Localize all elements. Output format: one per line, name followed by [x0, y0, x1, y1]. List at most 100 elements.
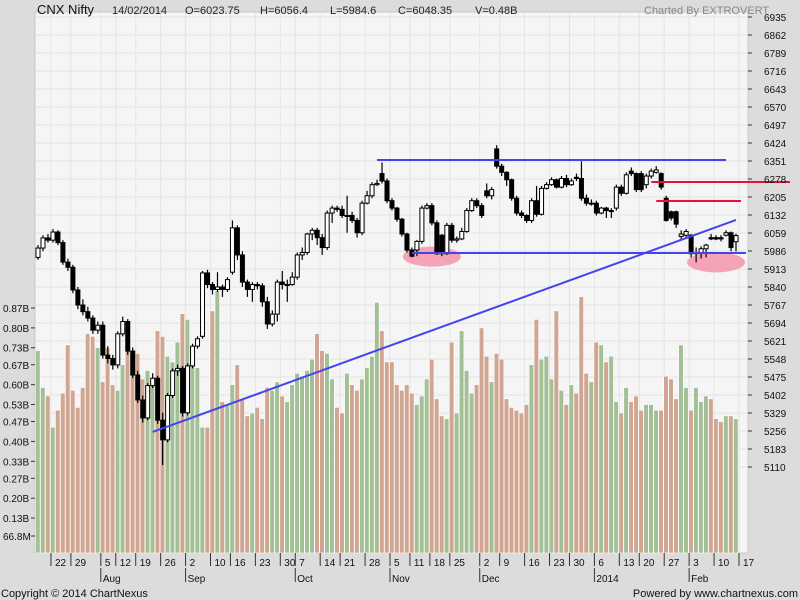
- volume-bar: [723, 415, 729, 554]
- candle-body: [568, 180, 574, 186]
- candle-body: [354, 219, 360, 234]
- volume-bar: [119, 364, 126, 554]
- volume-bar: [399, 390, 405, 554]
- candle-body: [509, 179, 515, 199]
- candle-body: [489, 189, 495, 197]
- candle-body: [205, 272, 211, 286]
- volume-bar: [209, 310, 215, 554]
- candle-body: [469, 200, 475, 212]
- price-tick-label: 5986: [764, 247, 787, 258]
- price-tick-label: 6205: [764, 193, 787, 204]
- candle-body: [294, 254, 300, 278]
- date-tick-day: 28: [369, 558, 381, 569]
- volume-bar: [329, 378, 335, 554]
- volume-bar: [105, 347, 111, 554]
- volume-bar: [563, 404, 569, 554]
- candle-body: [329, 207, 335, 214]
- volume-bar: [264, 387, 270, 554]
- candle-body: [135, 374, 141, 401]
- price-tick-label: 6716: [764, 67, 787, 78]
- candle-body: [219, 286, 225, 290]
- open-value: O=6023.75: [185, 5, 240, 17]
- volume-bar: [129, 350, 136, 554]
- volume-tick-label: 66.8M: [3, 532, 31, 543]
- date-tick-day: 7: [299, 558, 305, 569]
- low-value: L=5984.6: [330, 5, 376, 17]
- candle-body: [100, 324, 106, 356]
- volume-bar: [249, 412, 255, 554]
- volume-bar: [558, 390, 564, 554]
- candle-body: [588, 202, 594, 205]
- volume-bar: [214, 290, 220, 554]
- volume-bar: [628, 401, 634, 554]
- volume-bar: [319, 350, 325, 554]
- candle-body: [120, 321, 126, 335]
- candle-body: [474, 200, 480, 207]
- volume-bar: [523, 404, 529, 554]
- candle-body: [369, 184, 375, 197]
- price-tick-label: 5913: [764, 265, 787, 276]
- date-tick-day: 20: [643, 558, 655, 569]
- volume-bar: [733, 418, 739, 554]
- price-tick-label: 5256: [764, 427, 787, 438]
- candle-body: [444, 224, 450, 255]
- price-tick-label: 5110: [764, 463, 786, 474]
- price-tick-label: 6643: [764, 85, 787, 96]
- chart-header: CNX Nifty 14/02/2014 O=6023.75 H=6056.4 …: [37, 2, 769, 17]
- date-tick-day: 27: [668, 558, 680, 569]
- candle-body: [613, 186, 619, 209]
- candle-body: [633, 173, 639, 191]
- volume-bar: [259, 418, 265, 554]
- volume-bar: [344, 372, 350, 554]
- price-tick-label: 6862: [764, 31, 787, 42]
- volume-bar: [60, 392, 66, 554]
- candle-body: [534, 200, 540, 215]
- date-tick-day: 9: [504, 558, 510, 569]
- volume-bar: [693, 387, 699, 554]
- candle-body: [65, 261, 71, 268]
- candle-body: [628, 170, 634, 175]
- candle-body: [160, 419, 166, 441]
- price-tick-label: 5548: [764, 355, 787, 366]
- volume-bar: [583, 372, 589, 554]
- candle-body: [130, 350, 136, 376]
- candle-body: [419, 207, 425, 242]
- date-tick-day: 22: [55, 558, 67, 569]
- volume-bar: [488, 381, 495, 554]
- volume-bar: [439, 415, 445, 554]
- candle-body: [200, 272, 206, 337]
- volume-bar: [339, 412, 345, 554]
- volume-bar: [349, 384, 355, 554]
- volume-bar: [85, 333, 91, 554]
- volume-bar: [473, 384, 480, 554]
- candle-body: [254, 284, 260, 287]
- candle-body: [75, 289, 81, 306]
- price-tick-label: 6278: [764, 175, 787, 186]
- candle-body: [170, 370, 176, 396]
- volume-bar: [688, 409, 694, 554]
- candle-body: [40, 237, 46, 249]
- candle-body: [85, 311, 91, 319]
- volume-bar: [603, 361, 609, 554]
- volume-bar: [144, 370, 151, 554]
- date-tick-day: 5: [394, 558, 400, 569]
- date-tick-day: 5: [105, 558, 111, 569]
- candle-body: [529, 200, 535, 221]
- volume-bar: [618, 412, 624, 554]
- volume-bar: [498, 358, 505, 554]
- candle-body: [210, 284, 215, 290]
- volume-bar: [304, 370, 310, 554]
- candle-body: [110, 358, 116, 366]
- volume-bar: [179, 313, 185, 554]
- volume-bar: [134, 353, 141, 554]
- candle-body: [479, 205, 485, 216]
- volume-tick-label: 0.40B: [3, 437, 29, 448]
- volume-bar: [508, 407, 515, 554]
- candle-body: [229, 227, 235, 273]
- candle-body: [364, 195, 370, 204]
- date-tick-day: 16: [529, 558, 541, 569]
- powered-by-link[interactable]: Powered by www.chartnexus.com: [633, 588, 798, 600]
- volume-bar: [45, 395, 51, 554]
- volume-bar: [35, 350, 41, 554]
